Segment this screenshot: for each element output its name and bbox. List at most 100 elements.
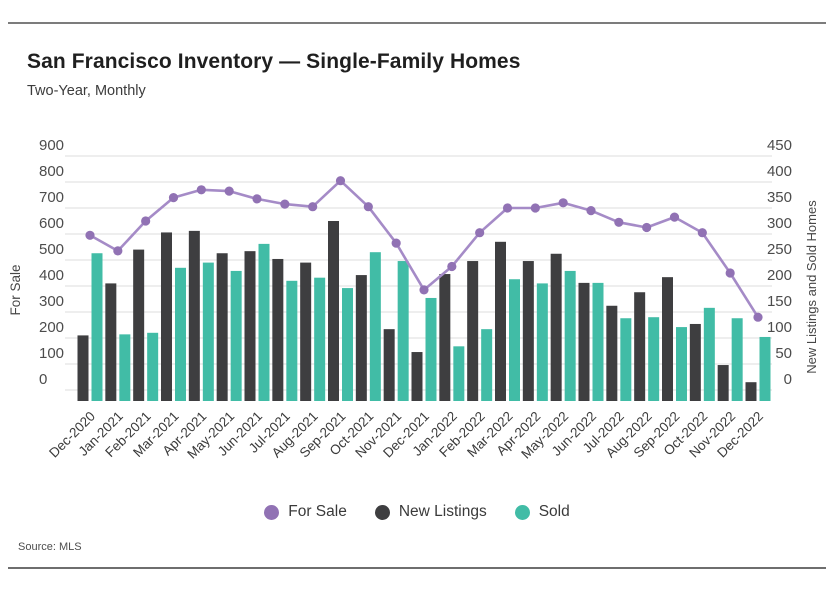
for-sale-point: [141, 216, 151, 226]
svg-text:300: 300: [39, 293, 64, 310]
for-sale-point: [85, 230, 95, 240]
bar: [509, 279, 520, 401]
for-sale-point: [614, 217, 624, 227]
bar: [676, 327, 687, 401]
bar: [105, 283, 117, 401]
bar: [286, 280, 298, 401]
for-sale-point: [697, 228, 707, 238]
svg-text:50: 50: [775, 345, 792, 362]
bar: [564, 270, 576, 401]
y-left-tick-labels: 0 100 200 300 400 500 600 700 800 900: [39, 137, 64, 388]
svg-text:800: 800: [39, 163, 64, 180]
bars-new-listings: [77, 221, 757, 401]
left-axis-title: For Sale: [8, 264, 23, 315]
for-sale-point: [391, 238, 401, 248]
bar: [536, 283, 548, 401]
for-sale-point: [419, 285, 429, 295]
bar: [258, 243, 270, 401]
legend-label-sold: Sold: [538, 503, 570, 520]
for-sale-point: [252, 194, 262, 204]
bar: [133, 249, 145, 401]
bar: [383, 329, 395, 401]
chart-legend: For Sale New Listings Sold: [0, 503, 834, 521]
bar: [648, 317, 660, 401]
bar: [578, 282, 590, 401]
bar: [355, 275, 367, 401]
bar: [731, 318, 743, 401]
svg-text:400: 400: [39, 267, 64, 284]
legend-label-for-sale: For Sale: [288, 503, 347, 520]
bar: [77, 335, 89, 401]
bar: [550, 253, 562, 401]
bar: [161, 232, 172, 401]
for-sale-point: [308, 202, 318, 212]
bar: [411, 352, 423, 401]
svg-text:200: 200: [767, 267, 792, 284]
legend-label-new-listings: New Listings: [398, 503, 487, 520]
for-sale-point: [558, 198, 568, 208]
sold-swatch-icon: [514, 504, 530, 520]
for-sale-point: [642, 222, 652, 233]
legend-item-new-listings: New Listings: [374, 503, 487, 521]
bar: [216, 253, 228, 401]
svg-text:150: 150: [767, 293, 792, 310]
for-sale-point: [669, 212, 680, 222]
svg-text:350: 350: [767, 189, 792, 206]
bottom-divider: [8, 567, 826, 569]
bar: [244, 251, 256, 401]
svg-text:100: 100: [39, 345, 64, 362]
svg-text:250: 250: [767, 241, 792, 258]
bar: [759, 336, 771, 401]
chart-svg: 0 100 200 300 400 500 600 700 800 900 0 50 100 150 200…: [8, 137, 819, 462]
bar: [397, 261, 409, 401]
y-right-tick-labels: 0 50 100 150 200 250 300 350 400 450: [767, 137, 792, 388]
bar: [188, 230, 200, 401]
svg-text:0: 0: [784, 371, 792, 388]
svg-text:450: 450: [767, 137, 792, 154]
bar: [425, 297, 437, 401]
for-sale-point: [113, 246, 123, 256]
svg-text:300: 300: [767, 215, 792, 232]
bars-sold: [91, 243, 771, 401]
legend-item-sold: Sold: [514, 503, 570, 521]
bar: [119, 334, 131, 401]
page-subtitle: Two-Year, Monthly: [27, 83, 146, 99]
bar: [634, 292, 646, 401]
svg-text:200: 200: [39, 319, 64, 336]
svg-text:600: 600: [39, 215, 64, 232]
bar: [717, 365, 729, 401]
svg-text:700: 700: [39, 189, 64, 206]
svg-text:0: 0: [39, 371, 47, 388]
for-sale-point: [753, 312, 763, 322]
bar: [620, 318, 632, 401]
bar: [175, 267, 186, 401]
svg-text:900: 900: [39, 137, 64, 154]
for-sale-point: [725, 268, 735, 278]
svg-text:500: 500: [39, 241, 64, 258]
bar: [314, 277, 326, 401]
page-title: San Francisco Inventory — Single-Family …: [27, 50, 521, 73]
bar: [439, 274, 451, 401]
bar: [328, 221, 339, 401]
for-sale-point: [335, 176, 346, 186]
bar: [467, 261, 479, 401]
bar: [606, 305, 618, 401]
for-sale-point: [168, 193, 179, 203]
bar: [147, 332, 159, 401]
bar: [703, 307, 715, 401]
bar: [369, 252, 381, 401]
for-sale-point: [530, 203, 540, 213]
bar: [592, 282, 604, 401]
for-sale-point: [447, 261, 457, 272]
svg-text:400: 400: [767, 163, 792, 180]
legend-item-for-sale: For Sale: [264, 503, 347, 521]
svg-text:100: 100: [767, 319, 792, 336]
bar: [453, 346, 465, 401]
bar: [689, 323, 701, 401]
for-sale-swatch-icon: [264, 504, 280, 520]
bar: [522, 261, 534, 401]
bar: [272, 258, 284, 401]
for-sale-points: [85, 176, 763, 322]
for-sale-point: [224, 186, 234, 196]
bar: [745, 382, 757, 401]
